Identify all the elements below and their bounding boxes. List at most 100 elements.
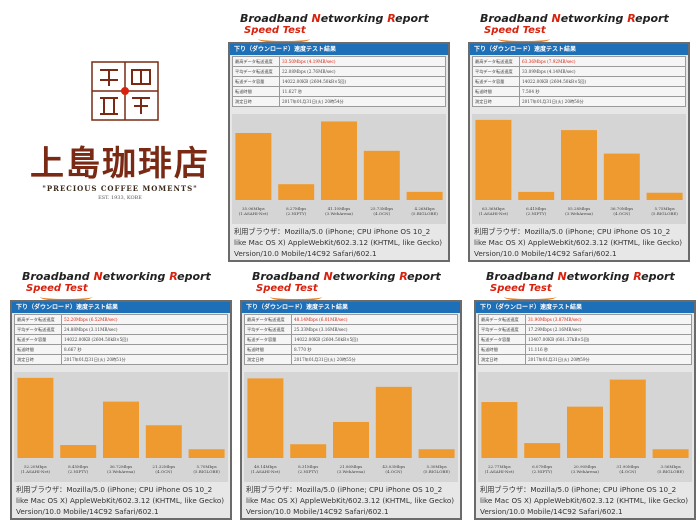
brand-subtitle: Speed Test xyxy=(484,25,546,36)
bar-value-label: 48.14Mbps xyxy=(254,464,277,469)
row-value: 63.36Mbps (7.92MB/sec) xyxy=(519,56,686,67)
chart-bar xyxy=(363,150,400,200)
table-row: 転送時間 8.667 秒 xyxy=(14,344,228,355)
table-row: 転送データ容量 14022.00KB (2604.50kB×5回) xyxy=(14,334,228,345)
bar-value-label: 21.32Mbps xyxy=(152,464,176,469)
bar-value-label: 36.72Mbps xyxy=(109,464,133,469)
table-row: 最高データ転送速度 48.14Mbps (6.01MB/sec) xyxy=(244,314,458,325)
bar-category-label: (5.BIGLOBE) xyxy=(651,211,678,216)
bar-label: 35.06Mbps (1.ASAHI-Net) xyxy=(233,206,273,216)
chart-plot xyxy=(247,378,455,458)
bar-value-label: 21.80Mbps xyxy=(339,464,363,469)
bar-label: 48.14Mbps (1.ASAHI-Net) xyxy=(245,464,285,474)
row-value: 14022.00KB (2604.50kB×5回) xyxy=(279,76,446,87)
row-value: 25.33Mbps (3.16MB/sec) xyxy=(291,324,458,335)
row-value: 2017年01月31日(火) 20時58分 xyxy=(519,96,686,107)
bar-label: 52.20Mbps (1.ASAHI-Net) xyxy=(15,464,55,474)
table-row: 転送データ容量 14022.00KB (2604.50kB×5回) xyxy=(232,76,446,87)
speed-bar-chart: 48.14Mbps (1.ASAHI-Net) 8.31Mbps (2.NIFTY) 2… xyxy=(244,372,458,482)
user-agent-text: 利用ブラウザ：Mozilla/5.0 (iPhone; CPU iPhone O… xyxy=(474,227,683,258)
result-card: 下り（ダウンロード）速度テスト結果 最高データ転送速度 63.36Mbps (7.… xyxy=(468,42,690,262)
bar-value-label: 52.20Mbps xyxy=(24,464,47,469)
row-label: 転送時間 xyxy=(232,86,280,97)
table-row: 平均データ転送速度 33.09Mbps (4.14MB/sec) xyxy=(472,66,686,77)
bar-value-label: 8.45Mbps xyxy=(68,464,89,469)
bar-category-label: (3.WebArena) xyxy=(337,469,365,474)
chart-bar xyxy=(646,192,683,200)
row-value: 2017年01月31日(火) 20時55分 xyxy=(291,354,458,365)
result-card: 下り（ダウンロード）速度テスト結果 最高データ転送速度 31.90Mbps (3.… xyxy=(474,300,696,520)
row-label: 最高データ転送速度 xyxy=(232,56,280,67)
row-label: 転送データ容量 xyxy=(14,334,62,345)
table-row: 転送データ容量 14022.00KB (2604.50kB×5回) xyxy=(472,76,686,87)
table-row: 転送データ容量 13407.00KB (681.37kB×5回) xyxy=(478,334,692,345)
bar-label: 21.80Mbps (3.WebArena) xyxy=(331,464,371,474)
table-row: 測定日時 2017年01月31日(火) 20時51分 xyxy=(14,354,228,365)
result-header: 下り（ダウンロード）速度テスト結果 xyxy=(470,44,688,55)
bar-value-label: 6.07Mbps xyxy=(532,464,553,469)
brand-title: Broadband Networking Report xyxy=(252,270,441,283)
row-value: 17.29Mbps (2.16MB/sec) xyxy=(525,324,692,335)
user-agent-text: 利用ブラウザ：Mozilla/5.0 (iPhone; CPU iPhone O… xyxy=(16,485,225,516)
chart-plot xyxy=(475,119,683,200)
row-label: 転送データ容量 xyxy=(478,334,526,345)
row-label: 転送時間 xyxy=(472,86,520,97)
chart-plot xyxy=(481,379,689,458)
result-table: 最高データ転送速度 33.50Mbps (4.19MB/sec) 平均データ転送速度… xyxy=(232,56,446,107)
bar-value-label: 36.70Mbps xyxy=(610,206,634,211)
bar-label: 6.41Mbps (2.NIFTY) xyxy=(516,206,556,216)
bar-category-label: (2.NIFTY) xyxy=(68,469,89,474)
bar-label: 22.77Mbps (1.ASAHI-Net) xyxy=(479,464,519,474)
brand-subtitle: Speed Test xyxy=(26,283,88,294)
table-row: 転送時間 11.627 秒 xyxy=(232,86,446,97)
speed-bar-chart: 35.06Mbps (1.ASAHI-Net) 8.27Mbps (2.NIFTY) 4… xyxy=(232,114,446,224)
row-value: 13407.00KB (681.37kB×5回) xyxy=(525,334,692,345)
bar-label: 5.30Mbps (5.BIGLOBE) xyxy=(417,464,457,474)
row-value: 2017年01月31日(火) 20時51分 xyxy=(61,354,228,365)
bar-category-label: (2.NIFTY) xyxy=(526,211,547,216)
bar-category-label: (4.OCN) xyxy=(373,211,391,216)
chart-bar xyxy=(333,421,369,458)
chart-bar xyxy=(406,191,443,200)
bar-value-label: 8.27Mbps xyxy=(286,206,307,211)
user-agent-text: 利用ブラウザ：Mozilla/5.0 (iPhone; CPU iPhone O… xyxy=(480,485,689,516)
bar-category-label: (1.ASAHI-Net) xyxy=(250,469,281,474)
bar-category-label: (4.OCN) xyxy=(155,469,173,474)
row-label: 平均データ転送速度 xyxy=(14,324,62,335)
chart-bar xyxy=(481,402,518,458)
logo-established: EST. 1933, KOBE xyxy=(98,195,142,201)
bar-category-label: (5.BIGLOBE) xyxy=(411,211,438,216)
result-table: 最高データ転送速度 52.20Mbps (6.52MB/sec) 平均データ転送速度… xyxy=(14,314,228,365)
bar-category-label: (3.WebArena) xyxy=(565,211,593,216)
row-label: 転送データ容量 xyxy=(232,76,280,87)
bar-label: 8.31Mbps (2.NIFTY) xyxy=(288,464,328,474)
row-value: 11.116 秒 xyxy=(525,344,692,355)
bar-value-label: 41.10Mbps xyxy=(327,206,351,211)
bar-value-label: 5.30Mbps xyxy=(426,464,447,469)
bar-label: 25.73Mbps (4.OCN) xyxy=(362,206,402,216)
bar-category-label: (4.OCN) xyxy=(613,211,631,216)
brand-title: Broadband Networking Report xyxy=(486,270,675,283)
bar-value-label: 25.73Mbps xyxy=(370,206,394,211)
bar-category-label: (4.OCN) xyxy=(385,469,403,474)
bar-value-label: 63.36Mbps xyxy=(482,206,505,211)
bar-category-label: (2.NIFTY) xyxy=(298,469,319,474)
chart-bar xyxy=(375,386,412,458)
row-label: 平均データ転送速度 xyxy=(232,66,280,77)
bar-category-label: (2.NIFTY) xyxy=(532,469,553,474)
row-value: 7.504 秒 xyxy=(519,86,686,97)
bar-value-label: 43.03Mbps xyxy=(382,464,406,469)
row-value: 48.14Mbps (6.01MB/sec) xyxy=(291,314,458,325)
row-value: 22.08Mbps (2.76MB/sec) xyxy=(279,66,446,77)
table-row: 転送時間 7.504 秒 xyxy=(472,86,686,97)
table-row: 平均データ転送速度 17.29Mbps (2.16MB/sec) xyxy=(478,324,692,335)
speed-test-panel: Broadband Networking Report Speed Test 下… xyxy=(228,12,450,262)
bar-category-label: (3.WebArena) xyxy=(107,469,135,474)
row-value: 2017年01月31日(火) 20時59分 xyxy=(525,354,692,365)
bar-label: 8.45Mbps (2.NIFTY) xyxy=(58,464,98,474)
bar-label: 63.36Mbps (1.ASAHI-Net) xyxy=(473,206,513,216)
cafe-logo: 上島珈琲店 "PRECIOUS COFFEE MOMENTS" EST. 193… xyxy=(30,60,210,210)
result-table: 最高データ転送速度 48.14Mbps (6.01MB/sec) 平均データ転送速度… xyxy=(244,314,458,365)
table-row: 平均データ転送速度 24.88Mbps (3.11MB/sec) xyxy=(14,324,228,335)
bar-label: 20.90Mbps (3.WebArena) xyxy=(565,464,605,474)
